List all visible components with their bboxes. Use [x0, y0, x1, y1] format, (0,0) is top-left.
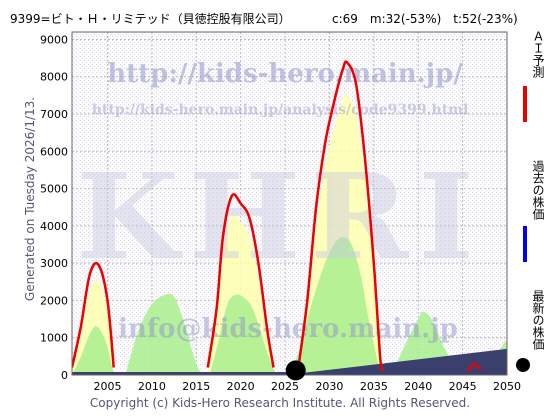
y-tick-label-2000: 2000 [40, 294, 68, 307]
copyright-notice: Copyright (c) Kids-Hero Research Institu… [89, 396, 471, 410]
legend-marker-latest-price [516, 358, 530, 372]
y-tick-label-0: 0 [61, 369, 68, 382]
x-tick-label-2040: 2040 [404, 380, 432, 393]
x-tick-label-2015: 2015 [182, 380, 210, 393]
y-tick-label-1000: 1000 [40, 332, 68, 345]
x-tick-label-2045: 2045 [449, 380, 477, 393]
y-tick-label-4000: 4000 [40, 220, 68, 233]
watermark-layer: http://kids-hero.main.jp/ http://kids-he… [76, 59, 483, 344]
area-layer [72, 93, 507, 375]
watermark-url: http://kids-hero.main.jp/ [107, 59, 463, 89]
ai-forecast-segment-3 [466, 362, 482, 373]
x-tick-label-2010: 2010 [138, 380, 166, 393]
y-tick-label-5000: 5000 [40, 183, 68, 196]
ai-forecast-segment-2 [297, 60, 384, 372]
y-tick-label-6000: 6000 [40, 145, 68, 158]
generated-date: Generated on Tuesday 2026/1/13. [23, 96, 37, 302]
green-area-0 [72, 326, 117, 375]
trend-line [285, 348, 507, 375]
legend-swatch-past-price [523, 226, 527, 262]
y-tick-label-3000: 3000 [40, 257, 68, 270]
y-tick-label-9000: 9000 [40, 33, 68, 46]
x-tick-label-2005: 2005 [94, 380, 122, 393]
watermark-analysis-url: http://kids-hero.main.jp/analysis/code93… [92, 102, 469, 118]
x-tick-label-2020: 2020 [227, 380, 255, 393]
legend-label-past-price: 過去の株価 [531, 160, 545, 220]
price-stats: c:69 m:32(-53%) t:52(-23%) [332, 12, 518, 26]
legend-swatch-ai-forecast [523, 86, 527, 122]
y-tick-label-7000: 7000 [40, 108, 68, 121]
x-tick-label-2050: 2050 [493, 380, 521, 393]
marker-layer [285, 360, 306, 381]
latest-price-marker [285, 360, 306, 381]
ai-forecast-segment-0 [72, 261, 115, 368]
x-tick-label-2035: 2035 [360, 380, 388, 393]
ai-forecast-segment-1 [206, 193, 275, 368]
watermark-logo: KHRI [76, 147, 483, 286]
legend-label-ai-forecast: ＡＩ予測 [531, 30, 545, 78]
green-area-3 [289, 237, 383, 375]
watermark-email: info@kids-hero.main.jp [118, 314, 458, 344]
tick-layer: 2005 2010 2015 2020 2025 2030 2035 2040 2045 2050… [40, 33, 521, 393]
y-tick-label-8000: 8000 [40, 71, 68, 84]
green-area-2 [209, 294, 277, 375]
x-tick-label-2030: 2030 [315, 380, 343, 393]
x-tick-label-2025: 2025 [271, 380, 299, 393]
green-area-1 [125, 293, 204, 375]
legend-label-latest-price: 最新の株価 [531, 290, 545, 350]
line-layer [72, 60, 507, 375]
chart-title: 9399=ビト・Ｈ・リミテッド（貝徳控股有限公司） [10, 12, 291, 26]
